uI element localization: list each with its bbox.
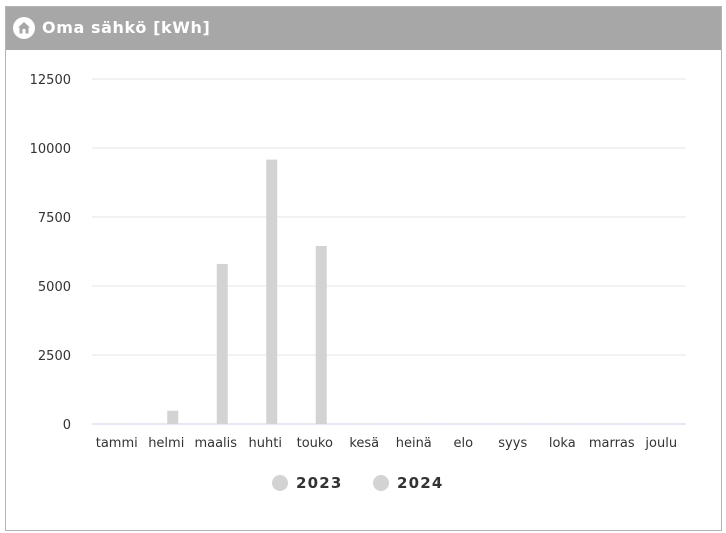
x-tick-label: loka	[549, 436, 576, 451]
y-tick-label: 7500	[38, 211, 71, 226]
bar-2023-syys[interactable]	[500, 423, 512, 425]
y-tick-label: 10000	[30, 142, 71, 157]
legend-label-2024: 2024	[397, 474, 444, 492]
bar-2023-loka[interactable]	[550, 423, 562, 425]
y-tick-label: 2500	[38, 349, 71, 364]
y-tick-label: 12500	[30, 73, 71, 88]
legend-marker-2023	[272, 475, 288, 491]
legend-label-2023: 2023	[296, 474, 343, 492]
card-header: Oma sähkö [kWh]	[6, 7, 721, 50]
bar-2023-joulu[interactable]	[649, 423, 661, 425]
x-tick-label: kesä	[349, 436, 379, 451]
bar-2023-elo[interactable]	[451, 423, 463, 425]
bar-2024-loka[interactable]	[563, 423, 575, 425]
home-icon	[13, 17, 35, 39]
x-tick-label: tammi	[96, 436, 138, 451]
legend-item-2024[interactable]: 2024	[373, 473, 444, 493]
bar-2023-heinä[interactable]	[401, 423, 413, 425]
x-tick-label: helmi	[148, 436, 184, 451]
legend-item-2023[interactable]: 2023	[272, 473, 343, 493]
legend-marker-2024	[373, 475, 389, 491]
y-tick-label: 5000	[38, 280, 71, 295]
bar-2024-tammi[interactable]	[117, 423, 129, 425]
x-tick-label: elo	[453, 436, 473, 451]
bar-2023-tammi[interactable]	[104, 423, 116, 425]
bar-2024-elo[interactable]	[464, 423, 476, 425]
bar-2023-touko[interactable]	[302, 423, 314, 425]
bar-2024-helmi[interactable]	[167, 410, 179, 424]
x-tick-label: syys	[498, 436, 527, 451]
bar-2023-huhti[interactable]	[253, 423, 265, 425]
bar-2024-syys[interactable]	[513, 423, 525, 425]
bar-2023-maalis[interactable]	[203, 423, 215, 425]
x-tick-label: heinä	[396, 436, 432, 451]
bar-2023-helmi[interactable]	[154, 423, 166, 425]
bar-2024-kesä[interactable]	[365, 423, 377, 425]
bar-2024-heinä[interactable]	[414, 423, 426, 425]
card-title: Oma sähkö [kWh]	[42, 18, 211, 37]
bar-2024-huhti[interactable]	[266, 159, 278, 425]
x-tick-label: joulu	[644, 436, 677, 451]
y-tick-label: 0	[63, 418, 71, 433]
x-tick-label: touko	[297, 436, 333, 451]
x-tick-label: huhti	[249, 436, 282, 451]
bar-2023-kesä[interactable]	[352, 423, 364, 425]
bar-2024-marras[interactable]	[612, 423, 624, 425]
bar-2023-marras[interactable]	[599, 423, 611, 425]
x-tick-label: marras	[589, 436, 635, 451]
bar-2024-touko[interactable]	[315, 245, 327, 424]
chart-card: Oma sähkö [kWh]	[5, 6, 722, 531]
bar-2024-maalis[interactable]	[216, 263, 228, 424]
bar-2024-joulu[interactable]	[662, 423, 674, 425]
x-tick-label: maalis	[194, 436, 237, 451]
